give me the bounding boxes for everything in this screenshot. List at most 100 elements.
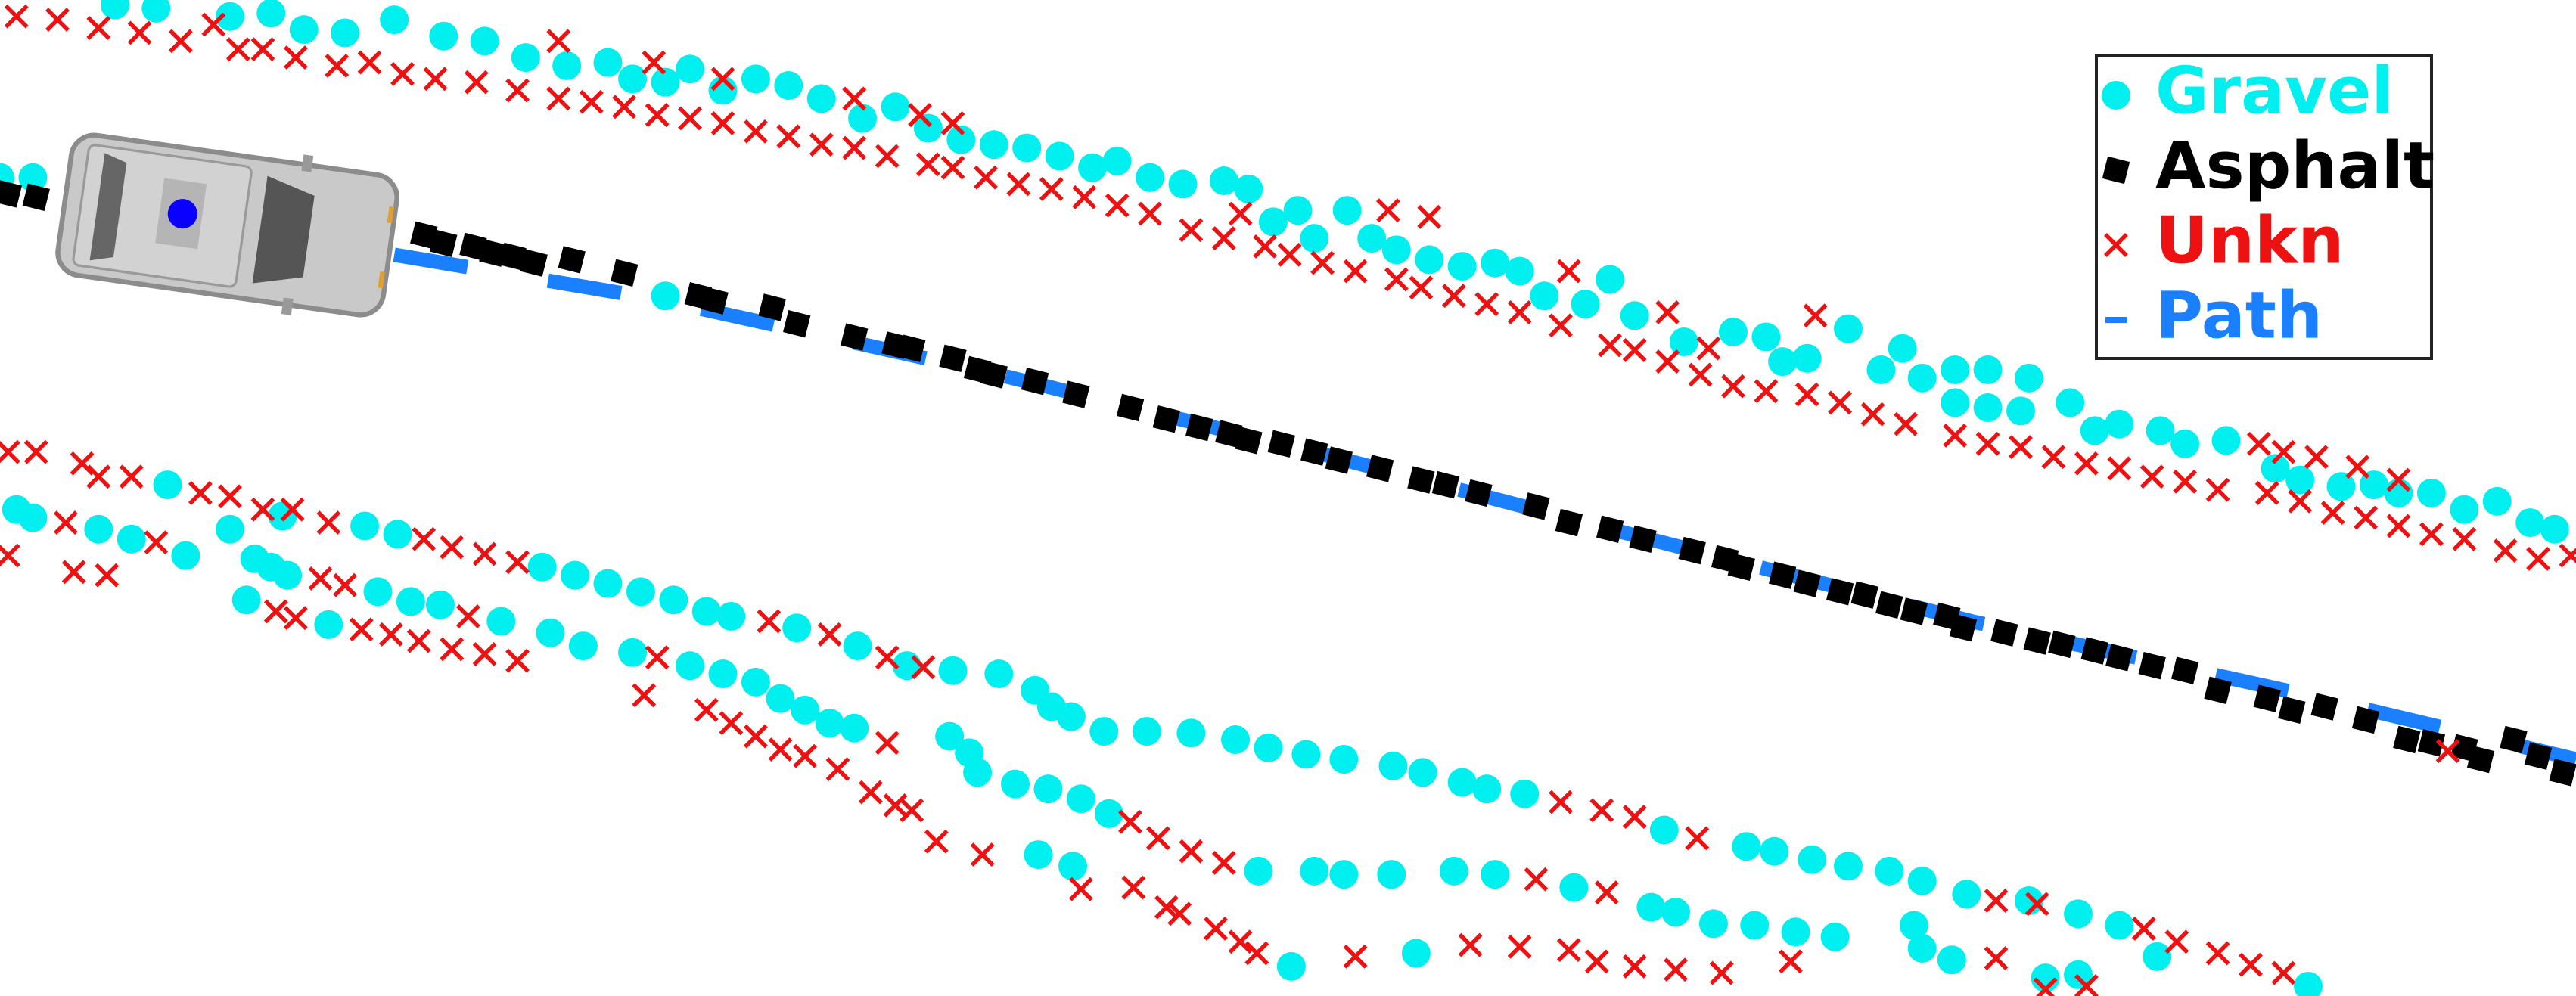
unknown-point: [1228, 201, 1253, 226]
unknown-point: [1584, 949, 1609, 974]
gravel-point: [1834, 314, 1863, 343]
gravel-point: [2146, 416, 2175, 445]
gravel-point: [1329, 860, 1359, 889]
gravel-point: [2064, 960, 2093, 989]
unknown-point: [1253, 234, 1278, 259]
unknown-point: [1894, 411, 1918, 436]
unknown-point: [1154, 895, 1179, 920]
gravel-point: [1907, 933, 1937, 963]
unknown-point: [2271, 439, 2296, 464]
asphalt-point: [1267, 430, 1295, 458]
gravel-point: [766, 684, 795, 713]
unknown-point: [2205, 941, 2230, 966]
unknown-point: [710, 67, 735, 92]
gravel-point: [1283, 196, 1313, 225]
unknown-point: [2354, 505, 2378, 530]
asphalt-point: [1826, 578, 1854, 606]
gravel-point: [1291, 740, 1321, 769]
unknown-point: [2041, 445, 2066, 470]
unknown-point: [0, 439, 20, 464]
unknown-point: [1685, 826, 1710, 851]
gravel-point: [1234, 174, 1263, 203]
unknown-point: [1598, 333, 1623, 358]
gravel-point: [1798, 845, 1827, 874]
gravel-point: [231, 585, 261, 615]
asphalt-point: [430, 229, 458, 257]
gravel-point: [1381, 235, 1411, 265]
unknown-point: [1664, 957, 1688, 982]
unknown-point: [378, 622, 403, 647]
gravel-point: [289, 15, 319, 45]
gravel-point: [1300, 224, 1329, 253]
unknown-point: [188, 481, 213, 505]
unknown-point: [2320, 501, 2345, 526]
unknown-point: [2288, 489, 2313, 514]
unknown-point: [1228, 929, 1253, 954]
unknown-point: [250, 37, 275, 62]
unknown-point: [1709, 960, 1734, 985]
unknown-point: [225, 37, 250, 62]
gravel-point: [1718, 318, 1748, 346]
unknown-point: [546, 86, 571, 111]
unknown-point: [1474, 292, 1499, 316]
asphalt-point: [2080, 637, 2108, 665]
gravel-point: [1649, 815, 1679, 845]
gravel-point: [1907, 363, 1937, 393]
gravel-point: [1447, 768, 1477, 797]
unknown-point: [1655, 349, 1680, 374]
unknown-point: [250, 497, 275, 522]
gravel-point: [2056, 388, 2085, 417]
gravel-point: [618, 64, 648, 94]
gravel-point: [2006, 396, 2036, 426]
unknown-point: [283, 606, 308, 631]
unknown-point: [1167, 901, 1192, 926]
gravel-point: [676, 651, 705, 681]
unknown-point: [45, 8, 70, 33]
gravel-point: [1559, 873, 1589, 902]
unknown-point: [776, 124, 801, 149]
gravel-point: [1024, 840, 1053, 870]
unknown-point: [86, 464, 111, 489]
unknown-point: [357, 50, 382, 75]
vehicle: [55, 132, 399, 318]
asphalt-point: [1185, 413, 1213, 442]
gravel-point: [1066, 784, 1095, 814]
unknown-point: [842, 86, 867, 111]
asphalt-point: [2023, 627, 2051, 655]
gravel-point: [425, 590, 455, 619]
unknown-point: [2107, 456, 2132, 481]
gravel-point: [2294, 971, 2323, 996]
gravel-point: [331, 18, 360, 48]
gravel-point: [913, 113, 943, 143]
unknown-point: [2239, 952, 2263, 977]
unknown-point: [1204, 916, 1228, 941]
unknown-point: [908, 103, 933, 128]
unknown-point: [2246, 431, 2271, 456]
unknown-point: [2205, 477, 2230, 502]
gravel-point: [1669, 327, 1698, 357]
unknown-point: [280, 497, 305, 522]
unknown-point: [743, 119, 768, 144]
asphalt-point: [2278, 696, 2306, 725]
unknown-point: [1211, 851, 1236, 875]
unknown-point: [325, 53, 350, 78]
asphalt-point: [939, 344, 967, 372]
unknown-point: [1384, 267, 1409, 292]
gravel-point: [256, 0, 286, 28]
asphalt-point: [1152, 405, 1180, 433]
gravel-point: [380, 5, 409, 35]
legend-marker: [2102, 81, 2130, 110]
asphalt-point: [1555, 508, 1583, 537]
unknown-point: [423, 67, 448, 92]
gravel-point: [1357, 224, 1387, 253]
unknown-point: [2386, 467, 2411, 492]
gravel-point: [1078, 153, 1108, 182]
unknown-point: [1794, 382, 1819, 407]
unknown-point: [1943, 423, 1968, 448]
gravel-point: [1012, 133, 1042, 163]
unknown-point: [2419, 522, 2444, 547]
gravel-point: [1415, 245, 1444, 275]
gravel-point: [2211, 426, 2241, 455]
gravel-point: [1875, 856, 1904, 886]
